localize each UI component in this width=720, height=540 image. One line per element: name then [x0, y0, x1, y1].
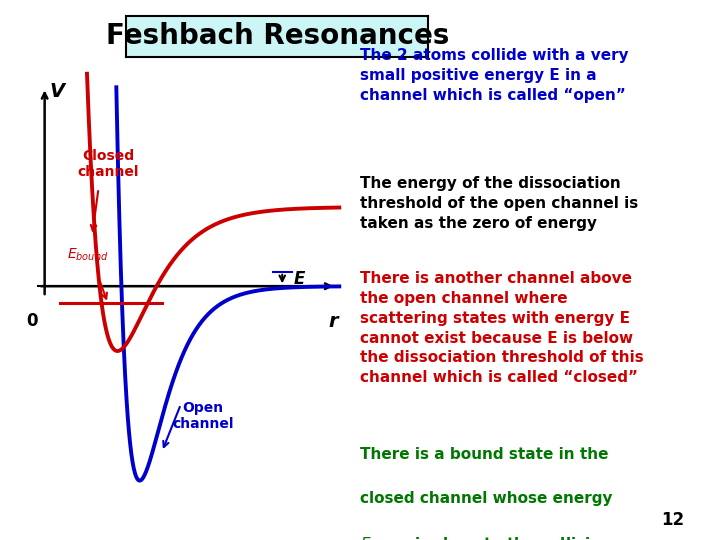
Text: $E_{bound}$: $E_{bound}$	[67, 247, 108, 263]
Text: The energy of the dissociation
threshold of the open channel is
taken as the zer: The energy of the dissociation threshold…	[360, 176, 638, 231]
Text: 0: 0	[26, 312, 37, 330]
Text: r: r	[328, 312, 338, 331]
Text: $\mathit{E}_{bound}$  is close to the collision: $\mathit{E}_{bound}$ is close to the col…	[360, 536, 612, 540]
Text: 12: 12	[661, 511, 684, 529]
Text: V: V	[50, 82, 65, 102]
Text: E: E	[293, 270, 305, 288]
Text: Open
channel: Open channel	[172, 401, 234, 431]
Text: Closed
channel: Closed channel	[77, 148, 139, 179]
Text: There is a bound state in the: There is a bound state in the	[360, 447, 608, 462]
Text: The 2 atoms collide with a very
small positive energy E in a
channel which is ca: The 2 atoms collide with a very small po…	[360, 48, 629, 103]
Text: Feshbach Resonances: Feshbach Resonances	[106, 23, 449, 50]
Text: closed channel whose energy: closed channel whose energy	[360, 491, 613, 507]
Text: There is another channel above
the open channel where
scattering states with ene: There is another channel above the open …	[360, 271, 644, 386]
